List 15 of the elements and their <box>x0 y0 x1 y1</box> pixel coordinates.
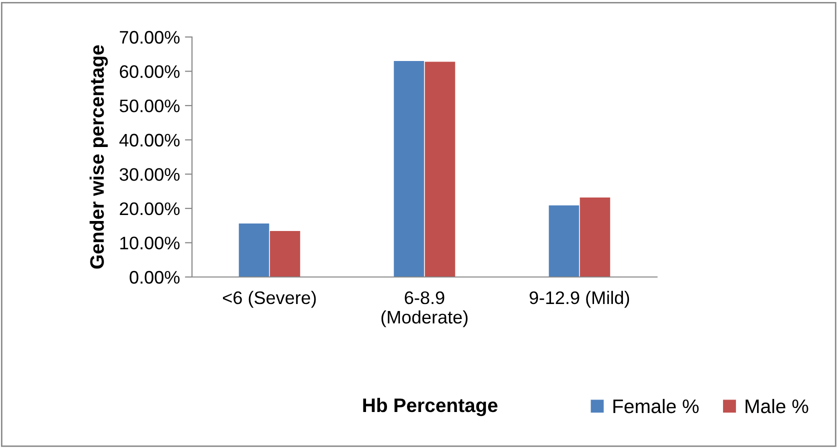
y-tick-label: 70.00% <box>120 30 180 44</box>
x-tick-label: 9-12.9 (Mild) <box>530 290 630 308</box>
y-tick-label: 40.00% <box>119 134 180 147</box>
y-axis-title: Gender wise percentage <box>90 45 108 269</box>
y-tick-label: 20.00% <box>120 202 180 216</box>
y-tick-label: 30.00% <box>120 168 180 181</box>
y-tick-label: 0.00% <box>130 270 180 284</box>
y-tick-label: 60.00% <box>120 65 180 78</box>
legend-label: Female % <box>613 398 699 414</box>
x-tick-label: <6 (Severe) <box>222 290 316 308</box>
legend-label: Male % <box>746 398 808 414</box>
y-tick-label: 50.00% <box>120 100 180 112</box>
y-tick-label: 10.00% <box>120 236 180 250</box>
x-axis-title: Hb Percentage <box>363 398 498 416</box>
x-tick-label: 6-8.9 (Moderate) <box>381 291 468 328</box>
